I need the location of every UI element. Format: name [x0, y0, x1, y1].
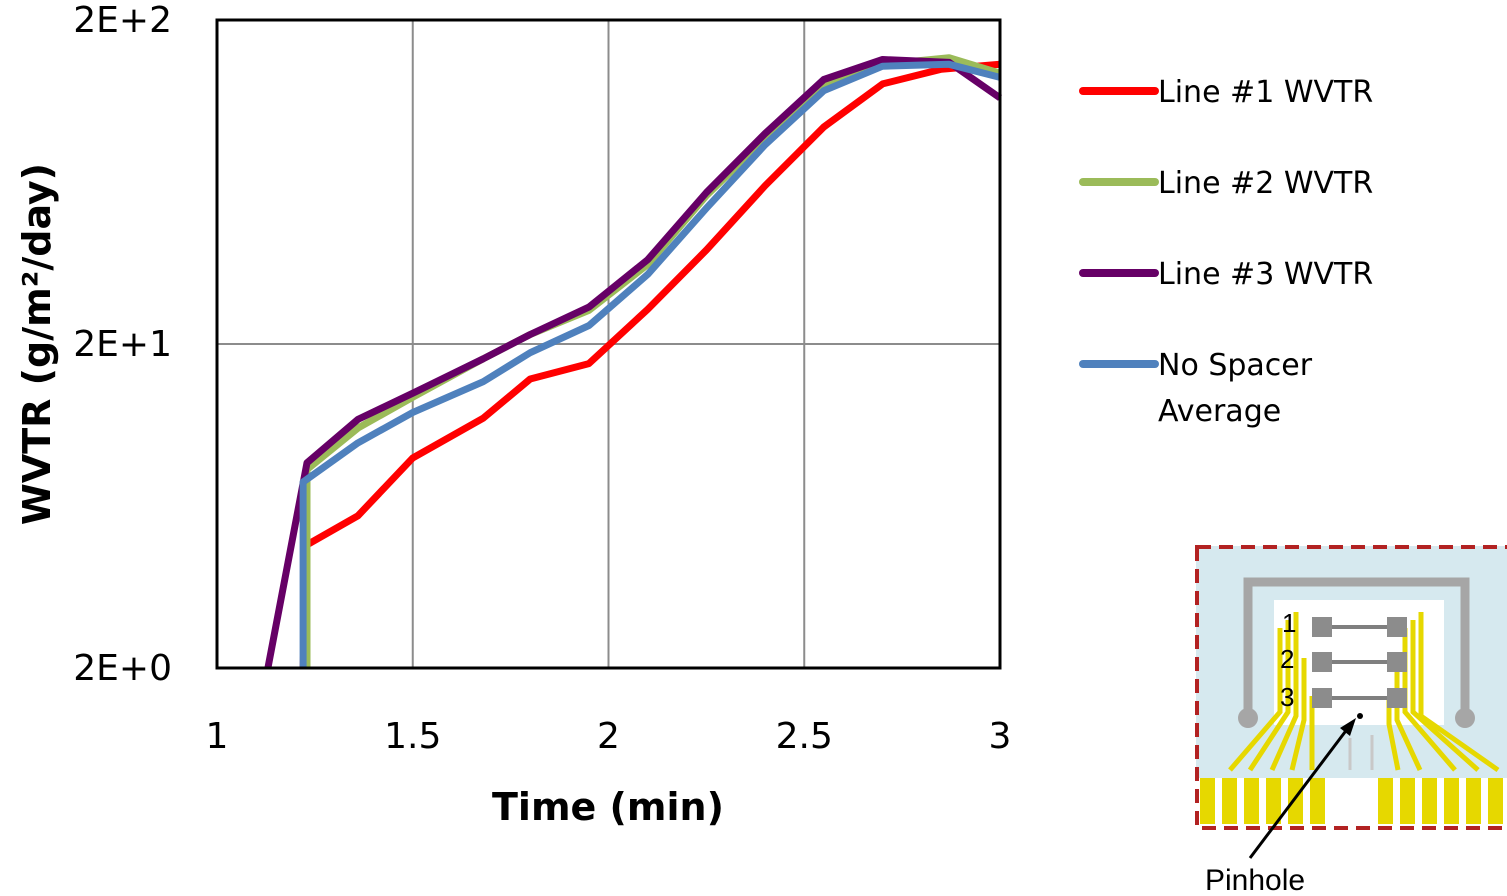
- x-tick-label-2: 2: [597, 716, 620, 757]
- contact-finger-1: [1200, 778, 1215, 824]
- legend-label-3: Line #3 WVTR: [1158, 257, 1373, 292]
- y-tick-labels: 2E+0 2E+1 2E+2: [73, 0, 172, 689]
- y-tick-label-1: 2E+1: [73, 324, 172, 365]
- series-lines: [264, 54, 1003, 668]
- x-tick-labels: 1 1.5 2 2.5 3: [206, 716, 1012, 757]
- pinhole-arrow: [1248, 727, 1350, 859]
- y-tick-label-0: 2E+0: [73, 648, 172, 689]
- pinhole-arrowhead: [1340, 718, 1356, 736]
- contact-finger-12: [1488, 778, 1503, 824]
- x-tick-label-0: 1: [206, 716, 229, 757]
- inset-grey-loop: [1243, 577, 1470, 718]
- inset-contact-fingers: [1200, 778, 1503, 824]
- inset-row-label-2: 2: [1280, 644, 1294, 674]
- contact-finger-5: [1288, 778, 1303, 824]
- contact-finger-8: [1400, 778, 1415, 824]
- contact-finger-6: [1310, 778, 1325, 824]
- plot-border: [215, 18, 1002, 670]
- inset-schematic: 1 2 3 Pinhole: [1195, 545, 1507, 896]
- x-tick-label-3: 2.5: [776, 716, 833, 757]
- contact-finger-10: [1444, 778, 1459, 824]
- contact-finger-7: [1378, 778, 1393, 824]
- inset-dashed-border: [1195, 545, 1507, 830]
- x-tick-label-4: 3: [989, 716, 1012, 757]
- contact-finger-4: [1266, 778, 1281, 824]
- contact-finger-2: [1222, 778, 1237, 824]
- series-line-3: [264, 56, 1003, 668]
- inset-row-label-3: 3: [1280, 682, 1294, 712]
- series-line-1: [299, 60, 1001, 668]
- inset-caption-pinhole: Pinhole: [1205, 864, 1305, 896]
- legend-label-1: Line #1 WVTR: [1158, 75, 1373, 110]
- inset-sensor-rows: [1312, 617, 1407, 708]
- series-line-4: [299, 60, 1001, 668]
- inset-pinhole-dot: [1357, 713, 1363, 719]
- legend: Line #1 WVTR Line #2 WVTR Line #3 WVTR No S…: [1079, 75, 1373, 429]
- y-axis-title: WVTR (g/m²/day): [15, 163, 59, 525]
- x-axis-title: Time (min): [492, 785, 724, 829]
- contact-finger-11: [1466, 778, 1481, 824]
- inset-row-label-1: 1: [1282, 608, 1296, 638]
- contact-finger-9: [1422, 778, 1437, 824]
- x-tick-label-1: 1.5: [384, 716, 441, 757]
- inset-right-pad: [1455, 708, 1475, 728]
- plot-area: [215, 18, 1003, 670]
- legend-label-2: Line #2 WVTR: [1158, 166, 1373, 201]
- contact-finger-3: [1244, 778, 1259, 824]
- y-tick-label-2: 2E+2: [73, 0, 172, 41]
- legend-label-4: No Spacer Average: [1158, 348, 1313, 429]
- inset-left-pad: [1238, 708, 1258, 728]
